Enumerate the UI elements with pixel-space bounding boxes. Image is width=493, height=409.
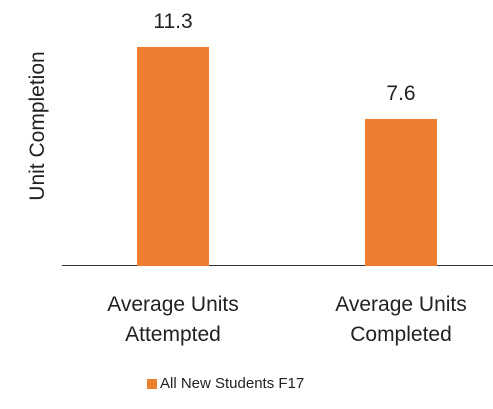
x-tick-label: Average Units Completed [335, 293, 467, 346]
x-tick-label: Average Units Attempted [107, 293, 239, 346]
legend: All New Students F17 [147, 375, 304, 392]
legend-label: All New Students F17 [160, 375, 305, 392]
y-axis-label: Unit Completion [26, 51, 49, 201]
value-label: 7.6 [386, 81, 416, 105]
legend-swatch [147, 378, 157, 389]
bar [137, 47, 209, 266]
value-label: 11.3 [153, 10, 193, 34]
bar [365, 118, 437, 266]
x-axis-line [62, 265, 493, 266]
